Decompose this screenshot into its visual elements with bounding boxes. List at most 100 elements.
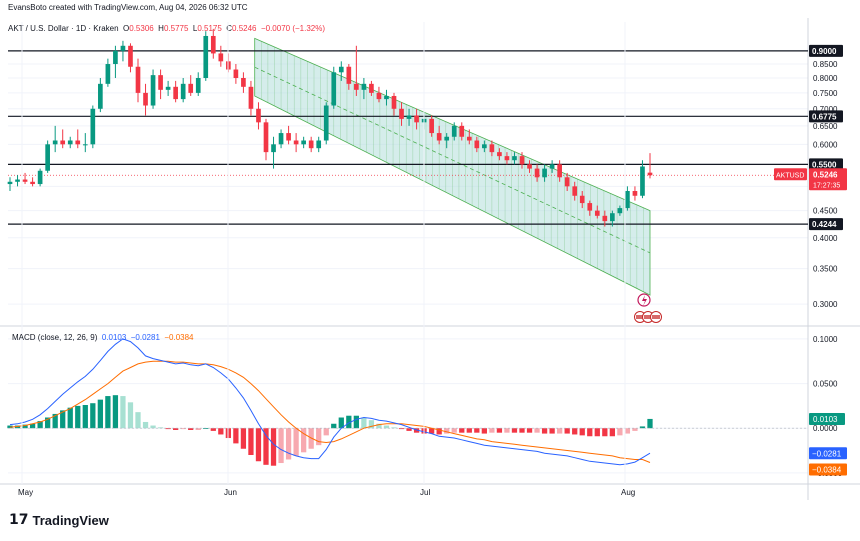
us-flag-stripes — [644, 315, 652, 319]
macd-histogram-bar — [90, 403, 96, 429]
candle — [188, 83, 194, 93]
macd-tick-label: 0.0000 — [813, 424, 838, 433]
macd-histogram-bar — [45, 417, 51, 429]
candle — [391, 95, 397, 109]
candle — [474, 140, 480, 149]
macd-histogram-bar — [541, 428, 548, 434]
macd-hist-tag: 0.0103 — [813, 415, 838, 424]
candle — [640, 166, 645, 196]
macd-histogram-bar — [526, 428, 533, 433]
level-tag: 0.5500 — [812, 160, 837, 169]
macd-histogram-bar — [617, 428, 623, 436]
candle — [286, 133, 291, 141]
candle — [120, 45, 126, 51]
candle — [128, 45, 133, 67]
channel-midline — [254, 66, 651, 254]
candle — [542, 168, 547, 178]
time-tick-label: Aug — [621, 488, 635, 497]
level-tag: 0.6775 — [812, 112, 837, 121]
macd-histogram-bar — [496, 428, 503, 433]
tradingview-mark: 17 — [9, 512, 29, 528]
macd-histogram-bar — [218, 428, 224, 435]
macd-histogram-bar — [466, 428, 472, 433]
macd-histogram-bar — [504, 428, 510, 433]
candle — [60, 140, 66, 145]
candle — [271, 144, 276, 153]
macd-histogram-bar — [233, 428, 239, 444]
price-tick-label: 0.7000 — [813, 105, 838, 114]
candle — [429, 118, 434, 134]
us-flag-stripes — [636, 315, 644, 319]
time-tick-label: May — [18, 488, 33, 497]
macd-histogram-bar — [534, 428, 540, 433]
candle — [549, 164, 555, 169]
candle — [30, 181, 35, 185]
close-label: C — [226, 24, 233, 33]
macd-histogram-bar — [29, 423, 36, 429]
candle — [82, 144, 88, 146]
macd-histogram-bar — [105, 396, 111, 429]
macd-histogram-bar — [67, 407, 73, 429]
candle — [557, 164, 562, 178]
candle — [45, 144, 50, 171]
candle — [587, 203, 593, 211]
macd-histogram-bar — [368, 420, 375, 429]
macd-histogram-bar — [353, 415, 359, 429]
candle — [165, 86, 171, 90]
candle — [369, 83, 374, 93]
macd-signal-tag: −0.0384 — [812, 466, 842, 475]
close-value: 0.5246 — [232, 24, 257, 33]
candle — [594, 210, 600, 216]
macd-histogram-bar — [572, 428, 578, 435]
macd-histogram-bar — [474, 428, 480, 433]
candle — [384, 95, 389, 100]
candle — [564, 177, 570, 187]
macd-histogram-bar — [195, 428, 201, 430]
time-tick-label: Jun — [224, 488, 237, 497]
macd-histogram-bar — [203, 428, 209, 430]
candle — [173, 86, 178, 100]
candle — [52, 140, 58, 145]
candle — [150, 75, 156, 106]
candle — [376, 92, 382, 100]
level-tag-bg — [809, 218, 843, 231]
macd-histogram-bar — [489, 428, 495, 433]
credit-text: EvansBoto created with TradingView.com, … — [8, 3, 248, 12]
tradingview-logo: 17 TradingView — [9, 512, 109, 528]
candle — [195, 78, 201, 93]
high-value: 0.5775 — [163, 24, 189, 33]
macd-histogram-bar — [398, 428, 405, 430]
macd-histogram-bar — [436, 428, 442, 435]
candle — [414, 115, 419, 123]
macd-histogram-bar — [142, 421, 149, 429]
descending-channel — [254, 37, 651, 296]
macd-histogram-bar — [406, 428, 412, 431]
macd-histogram-bar — [444, 428, 450, 434]
macd-histogram-bar — [587, 428, 593, 437]
us-flag-stripes — [652, 315, 660, 319]
macd-histogram-bar — [594, 428, 600, 437]
macd-histogram-bar — [60, 410, 66, 429]
open-value: 0.5306 — [129, 24, 154, 33]
macd-histogram-bar — [135, 412, 141, 429]
low-label: L — [192, 24, 198, 33]
open-label: O — [123, 24, 130, 33]
candle — [354, 83, 359, 90]
candle — [504, 156, 510, 161]
candle — [451, 125, 457, 137]
candle — [113, 50, 118, 65]
price-tick-label: 0.6000 — [813, 140, 838, 149]
candle — [459, 125, 465, 137]
candle — [180, 83, 186, 100]
candle — [293, 140, 299, 145]
symbol-label: AKT / U.S. Dollar · 1D · Kraken — [8, 24, 119, 33]
macd-legend: MACD (close, 12, 26, 9) 0.0103 −0.0281 −… — [12, 333, 193, 342]
candle — [233, 69, 239, 79]
macd-legend-signal: −0.0281 — [130, 333, 160, 342]
macd-histogram-bar — [429, 428, 435, 434]
macd-histogram-bar — [97, 399, 103, 429]
macd-histogram-bar — [52, 413, 58, 429]
price-tick-label: 0.4000 — [813, 234, 838, 243]
macd-histogram-bar — [383, 425, 390, 429]
